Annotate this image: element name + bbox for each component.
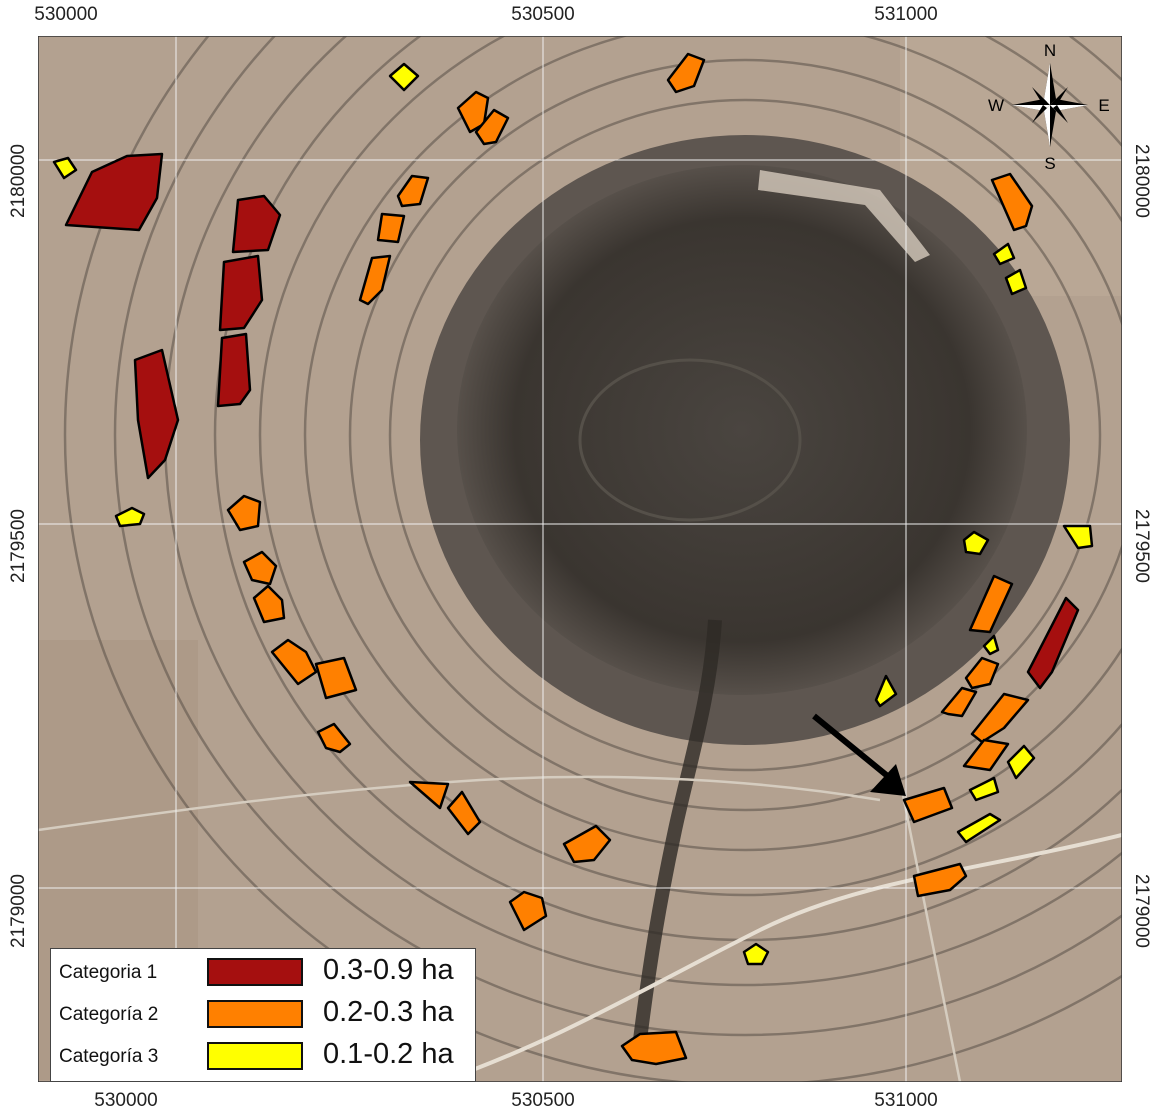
parcel-category3	[968, 776, 1000, 802]
category3-parcels	[52, 62, 1094, 966]
parcel-category2	[508, 890, 548, 932]
top-tick-label: 531000	[874, 4, 938, 25]
bottom-tick-label: 531000	[874, 1090, 938, 1111]
crater-inner-ring	[578, 358, 802, 522]
compass-s-label: S	[1044, 154, 1055, 173]
legend-category-label: Categoría 2	[59, 1004, 159, 1025]
left-tick-label: 2179000	[7, 874, 29, 948]
cultivated-strip	[758, 170, 930, 262]
parcel-category3	[52, 156, 78, 180]
legend: Categoria 1 0.3-0.9 ha Categoría 2 0.2-0…	[50, 948, 476, 1082]
parcel-category3	[962, 530, 990, 556]
parcel-category3	[874, 674, 898, 708]
parcel-category2	[408, 780, 450, 810]
compass-rose-icon: N S W E	[988, 41, 1110, 173]
parcel-category3	[742, 942, 770, 966]
parcel-category1	[231, 194, 282, 254]
parcel-category3	[956, 812, 1002, 844]
legend-range-label: 0.1-0.2 ha	[323, 1038, 454, 1070]
parcel-category2	[562, 824, 612, 864]
parcel-category2	[316, 722, 352, 754]
compass-n-label: N	[1044, 41, 1056, 60]
parcel-category2	[456, 90, 490, 134]
parcel-category3	[388, 62, 420, 92]
parcel-category2	[358, 254, 392, 306]
aerial-map[interactable]: N S W E	[38, 36, 1122, 1082]
parcel-category2	[252, 584, 286, 624]
parcel-category2	[474, 108, 510, 146]
legend-swatch-category2	[207, 1000, 303, 1028]
parcel-category3	[982, 634, 1000, 656]
parcel-category2	[990, 172, 1034, 232]
left-tick-label: 2180000	[7, 144, 29, 218]
parcel-category2	[446, 790, 482, 836]
parcel-category3	[114, 506, 146, 528]
parcel-category2	[242, 550, 278, 586]
top-tick-label: 530000	[34, 4, 98, 25]
parcel-category2	[226, 494, 262, 532]
coordinate-grid	[38, 36, 1122, 1082]
top-tick-label: 530500	[511, 4, 575, 25]
parcel-category2	[396, 174, 430, 208]
parcel-category1	[218, 254, 264, 332]
legend-swatch-category3	[207, 1042, 303, 1070]
category1-parcels	[64, 152, 1080, 690]
parcel-category3	[1006, 744, 1036, 780]
road	[38, 775, 881, 832]
parcel-category2	[912, 862, 968, 898]
parcel-category2	[968, 574, 1014, 634]
parcel-category2	[620, 1030, 688, 1066]
parcel-category2	[902, 786, 954, 824]
parcel-category2	[376, 212, 406, 244]
compass-w-label: W	[988, 96, 1004, 115]
category2-parcels	[226, 52, 1034, 1066]
parcel-category1	[1026, 596, 1080, 690]
legend-row: Categoría 2 0.2-0.3 ha	[51, 995, 475, 1035]
parcel-category2	[270, 638, 318, 686]
road	[439, 833, 1122, 1082]
road	[898, 779, 962, 1082]
compass-e-label: E	[1098, 96, 1109, 115]
crater	[457, 165, 1027, 695]
parcel-category3	[1004, 268, 1028, 296]
parcel-category2	[962, 738, 1010, 772]
pointer-arrow-icon	[812, 713, 906, 796]
legend-category-label: Categoria 1	[59, 962, 158, 983]
legend-row: Categoría 3 0.1-0.2 ha	[51, 1037, 475, 1077]
parcel-category2	[964, 656, 1000, 690]
ravine	[633, 619, 722, 1041]
parcel-category2	[940, 686, 978, 718]
parcel-category3	[992, 242, 1016, 266]
legend-range-label: 0.2-0.3 ha	[323, 996, 454, 1028]
bottom-tick-label: 530000	[94, 1090, 158, 1111]
parcel-category2	[314, 656, 358, 700]
parcel-category2	[666, 52, 706, 94]
parcel-category3	[1062, 524, 1094, 550]
parcel-category1	[64, 152, 164, 232]
bottom-tick-label: 530500	[511, 1090, 575, 1111]
right-tick-label: 2180000	[1130, 144, 1152, 218]
parcel-category1	[133, 348, 180, 480]
legend-range-label: 0.3-0.9 ha	[323, 954, 454, 986]
parcel-category1	[216, 332, 252, 408]
parcel-category2	[970, 692, 1030, 744]
left-tick-label: 2179500	[7, 509, 29, 583]
right-tick-label: 2179500	[1130, 509, 1152, 583]
right-tick-label: 2179000	[1130, 874, 1152, 948]
legend-swatch-category1	[207, 958, 303, 986]
legend-category-label: Categoría 3	[59, 1046, 159, 1067]
legend-row: Categoria 1 0.3-0.9 ha	[51, 953, 475, 993]
